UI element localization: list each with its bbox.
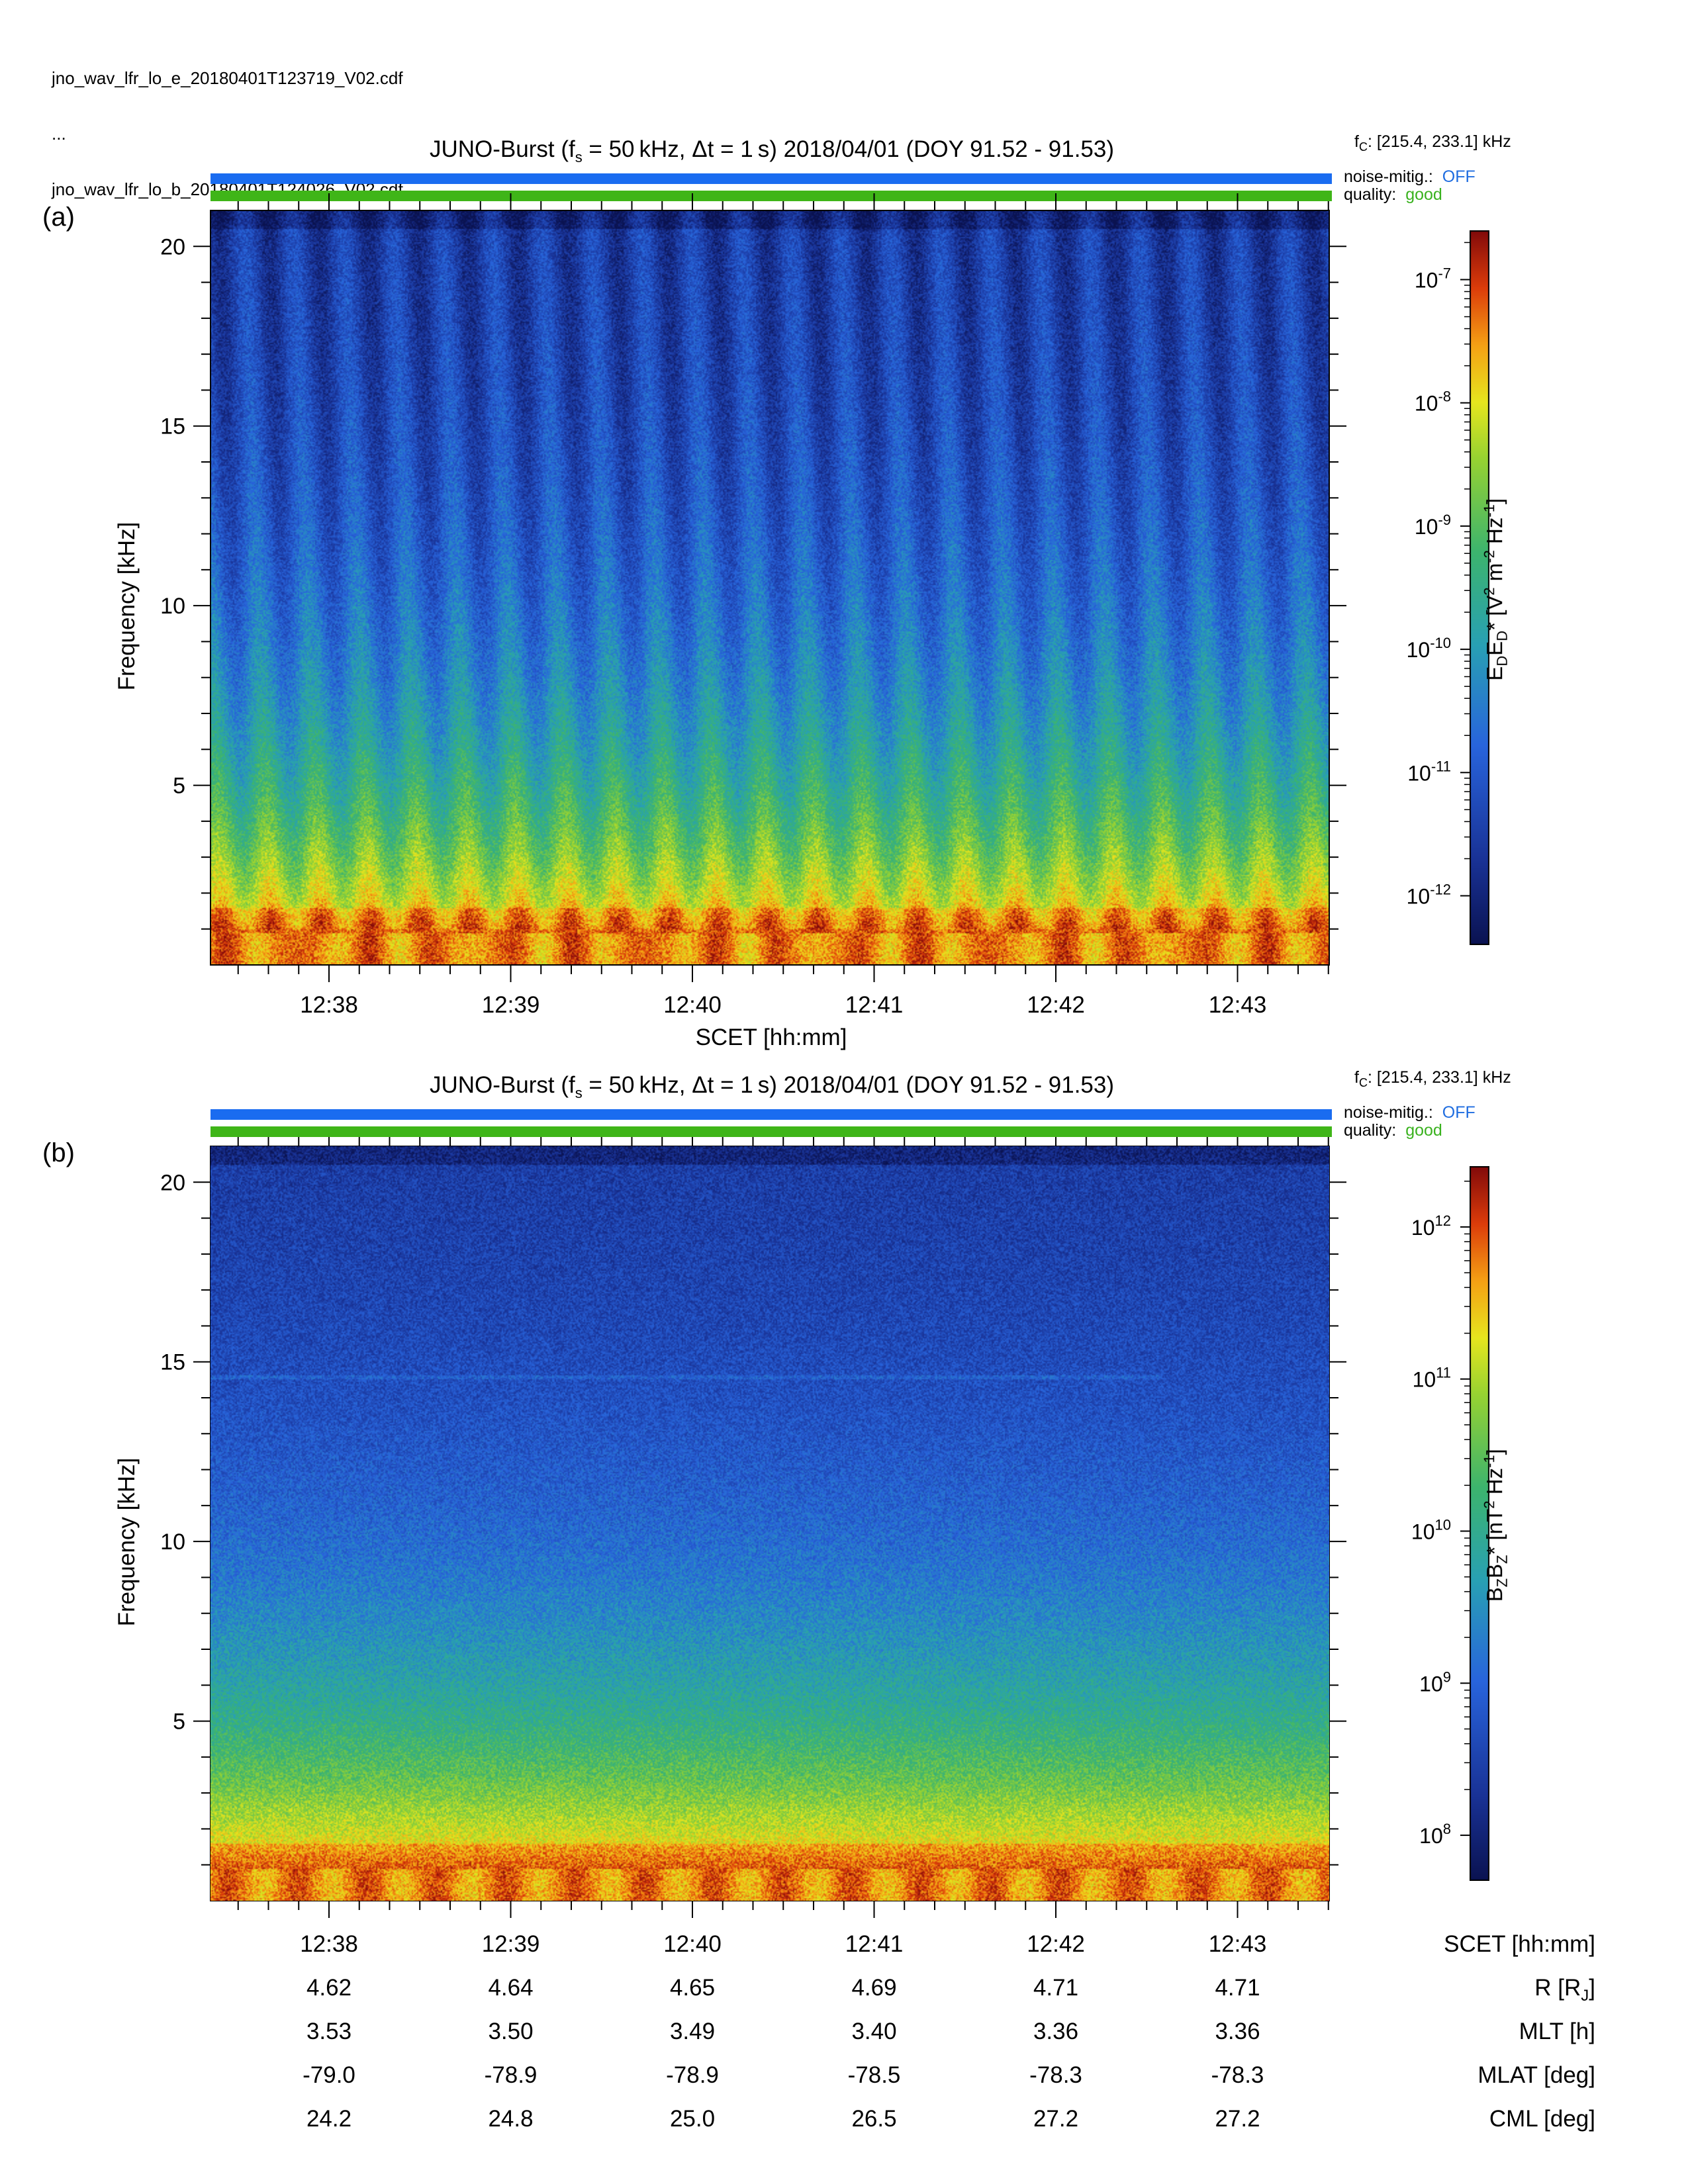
ephemeris-cell: 12:43 [1208,1931,1267,1957]
panel-a-status-legend: noise-mitig.: OFF quality: good [1344,168,1476,204]
y-tick-label: 20 [160,234,185,259]
ephemeris-cell: 25.0 [669,2106,716,2132]
panel-b-fc: fC: [215.4, 233.1] kHz [1354,1068,1511,1089]
ephemeris-cell: 27.2 [1215,2106,1260,2132]
ephemeris-cell: 12:42 [1027,1931,1085,1957]
x-tick-label: 12:38 [300,992,358,1018]
noise-mitig-label: noise-mitig.: [1344,167,1433,186]
y-tick-label: 20 [160,1170,185,1195]
panel-b-title: JUNO-Burst (fs = 50 kHz, Δt = 1 s) 2018/… [429,1072,1115,1101]
colorbar-tick-label: 10-11 [1407,758,1451,785]
ephemeris-cell: 12:38 [300,1931,358,1957]
panel-a-title: JUNO-Burst (fs = 50 kHz, Δt = 1 s) 2018/… [429,136,1115,165]
y-tick-label: 15 [160,414,185,439]
panel-b-noise-bar [211,1109,1332,1120]
panel-a-spectrogram [211,210,1329,965]
quality-value: good [1405,185,1442,204]
ephemeris-cell: 4.71 [1215,1975,1260,2001]
ephemeris-row-label: R [RJ] [1534,1975,1595,2005]
colorbar-tick-label: 108 [1419,1821,1451,1848]
ephemeris-cell: 3.50 [488,2019,534,2044]
colorbar-tick-label: 1010 [1411,1516,1451,1543]
ephemeris-cell: 4.71 [1033,1975,1079,2001]
panel-a-colorbar-label: EDED* [V2 m-2 Hz-1] [1481,498,1511,681]
ephemeris-cell: 4.64 [488,1975,534,2001]
ephemeris-row-label: MLT [h] [1519,2019,1595,2044]
quality-value: good [1405,1121,1442,1140]
ephemeris-cell: -78.9 [666,2062,719,2088]
ephemeris-cell: 24.8 [488,2106,534,2132]
panel-b-colorbar [1470,1166,1489,1881]
ephemeris-cell: 12:39 [481,1931,540,1957]
colorbar-tick-label: 10-9 [1415,512,1451,539]
colorbar-tick-label: 10-8 [1415,388,1451,416]
colorbar-tick-label: 10-12 [1407,882,1451,909]
ephemeris-cell: -78.5 [847,2062,901,2088]
panel-b-spectrogram [211,1146,1329,1901]
ephemeris-cell: 3.49 [669,2019,716,2044]
ephemeris-cell: 12:40 [663,1931,722,1957]
ephemeris-cell: -78.3 [1029,2062,1082,2088]
panel-a-colorbar [1470,230,1489,945]
panel-a-xlabel: SCET [hh:mm] [695,1024,847,1050]
ephemeris-cell: 3.40 [851,2019,897,2044]
colorbar-tick-label: 1012 [1411,1212,1451,1240]
y-tick-label: 5 [173,1709,185,1735]
noise-mitig-value: OFF [1442,167,1476,186]
ephemeris-cell: 3.53 [306,2019,352,2044]
ephemeris-cell: 26.5 [851,2106,897,2132]
colorbar-tick-label: 10-10 [1407,635,1451,662]
x-tick-label: 12:40 [663,992,722,1018]
quality-label: quality: [1344,185,1397,204]
ephemeris-cell: 3.36 [1033,2019,1079,2044]
x-tick-label: 12:39 [482,992,540,1018]
ephemeris-row-label: SCET [hh:mm] [1444,1931,1595,1957]
colorbar-tick-label: 10-7 [1415,265,1451,292]
ephemeris-cell: 24.2 [306,2106,352,2132]
panel-a-quality-bar [211,191,1332,201]
x-tick-label: 12:42 [1027,992,1085,1018]
panel-b-label: (b) [42,1138,75,1167]
y-tick-label: 15 [160,1350,185,1375]
ephemeris-cell: 3.36 [1215,2019,1260,2044]
ephemeris-cell: -79.0 [303,2062,355,2088]
y-tick-label: 10 [160,594,185,619]
file-ellipsis: ... [52,124,66,144]
ephemeris-row-label: CML [deg] [1489,2106,1595,2132]
ephemeris-cell: 4.65 [669,1975,716,2001]
panel-b-ylabel: Frequency [kHz] [114,1457,140,1627]
plot-frame [210,210,1330,966]
panel-a-label: (a) [42,203,75,232]
noise-mitig-label: noise-mitig.: [1344,1103,1433,1122]
ephemeris-cell: 12:41 [845,1931,904,1957]
ephemeris-cell: -78.3 [1211,2062,1264,2088]
ephemeris-cell: -78.9 [484,2062,538,2088]
y-tick-label: 5 [173,774,185,799]
panel-b-status-legend: noise-mitig.: OFF quality: good [1344,1104,1476,1140]
x-tick-label: 12:43 [1209,992,1267,1018]
file-name-e: jno_wav_lfr_lo_e_20180401T123719_V02.cdf [52,68,403,88]
panel-b-colorbar-label: BZBZ* [nT2 Hz-1] [1481,1449,1511,1602]
ephemeris-row-label: MLAT [deg] [1477,2062,1595,2088]
ephemeris-cell: 4.62 [306,1975,352,2001]
noise-mitig-value: OFF [1442,1103,1476,1122]
x-tick-label: 12:41 [845,992,904,1018]
y-tick-label: 10 [160,1529,185,1555]
ephemeris-cell: 27.2 [1033,2106,1079,2132]
colorbar-tick-label: 1011 [1413,1365,1451,1392]
colorbar-tick-label: 109 [1419,1668,1451,1696]
ephemeris-cell: 4.69 [851,1975,897,2001]
panel-b-quality-bar [211,1126,1332,1137]
panel-a-noise-bar [211,173,1332,184]
panel-a-fc: fC: [215.4, 233.1] kHz [1354,132,1511,154]
quality-label: quality: [1344,1121,1397,1140]
